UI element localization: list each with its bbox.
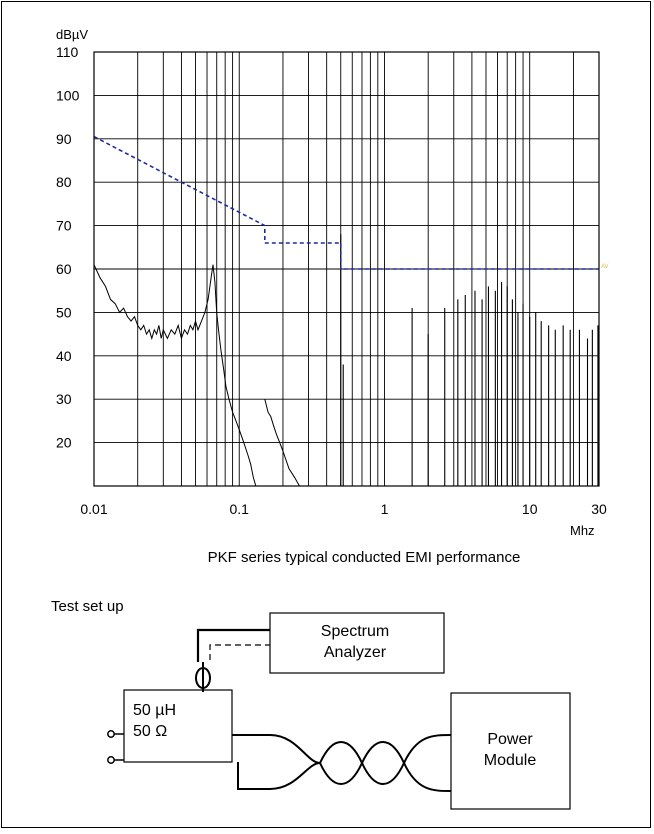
- y-tick-label: 80: [56, 174, 72, 190]
- y-tick-label: 50: [56, 304, 72, 320]
- x-tick-label: 1: [381, 501, 389, 517]
- y-tick-label: 30: [56, 391, 72, 407]
- spectrum-analyzer-box: [269, 612, 445, 674]
- analyzer-label-line2: Analyzer: [324, 644, 387, 661]
- plot-border: [93, 51, 600, 487]
- cable-top: [232, 734, 321, 764]
- twisted-wire-a: [319, 734, 452, 785]
- x-axis-unit: Mhz: [570, 523, 595, 538]
- measurement-traces: [93, 234, 599, 487]
- analyzer-label-line1: Spectrum: [321, 623, 389, 640]
- power-module-box: [450, 692, 571, 810]
- y-tick-label: 60: [56, 261, 72, 277]
- y-axis-unit: dBµV: [56, 27, 88, 42]
- input-terminal-2: [107, 756, 115, 764]
- y-tick-label: 100: [56, 87, 80, 103]
- y-tick-label: 20: [56, 435, 72, 451]
- trace-1: [93, 264, 257, 487]
- lisn-box: [123, 689, 233, 763]
- cable-bottom: [237, 762, 321, 790]
- trace-2: [264, 399, 300, 487]
- limit-line: [93, 135, 599, 270]
- limit-label: AV: [601, 264, 609, 270]
- y-tick-label: 70: [56, 218, 72, 234]
- module-label-line2: Module: [484, 752, 537, 769]
- x-tick-label: 0.01: [80, 501, 107, 517]
- y-tick-label: 90: [56, 131, 72, 147]
- x-tick-labels: 0.01 0.1 1 10 30: [80, 501, 607, 517]
- lisn-label-line1: 50 µH: [133, 702, 176, 719]
- x-tick-label: 10: [522, 501, 538, 517]
- chart-caption: PKF series typical conducted EMI perform…: [208, 549, 521, 566]
- setup-title: Test set up: [51, 598, 124, 615]
- x-tick-label: 0.1: [230, 501, 250, 517]
- y-tick-labels: 110 100 90 80 70 60 50 40 30 20: [56, 44, 80, 451]
- input-terminal-1: [107, 730, 115, 738]
- y-tick-label: 40: [56, 348, 72, 364]
- y-tick-label: 110: [56, 44, 79, 60]
- x-tick-label: 30: [591, 501, 607, 517]
- analyzer-dashed-link: [209, 644, 270, 660]
- module-label-line1: Power: [487, 731, 533, 748]
- lisn-label-line2: 50 Ω: [133, 723, 167, 740]
- analyzer-cable: [196, 628, 270, 662]
- twisted-wire-b: [319, 741, 452, 792]
